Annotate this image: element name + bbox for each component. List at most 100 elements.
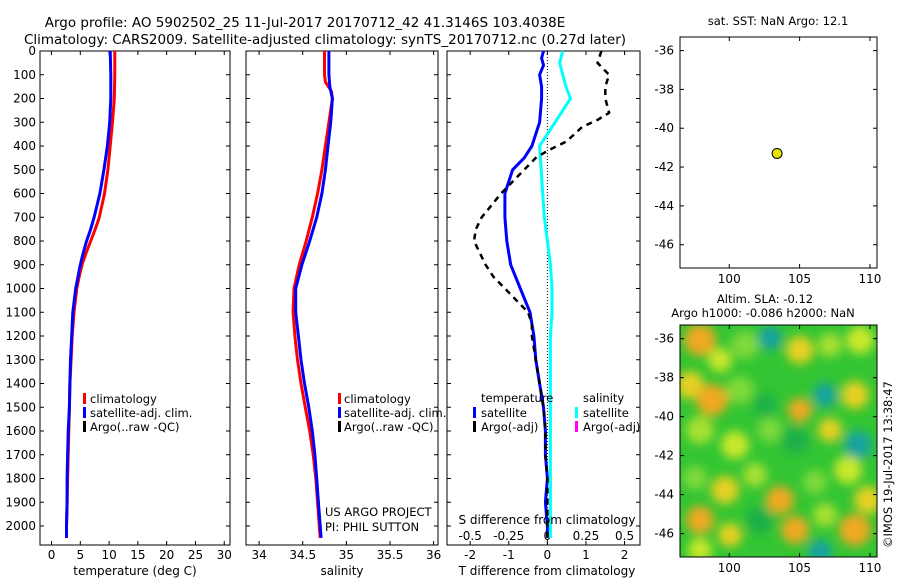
sla-blob [841, 381, 869, 409]
x-tick-label: 35 [339, 548, 354, 562]
legend-swatch-t-satellite [473, 407, 476, 418]
series-line-satellite-temperature [503, 50, 549, 538]
y-tick-label: 800 [13, 234, 36, 248]
y-tick-label: 700 [13, 210, 36, 224]
legend-label-s-satellite: satellite [583, 406, 629, 420]
temperature-panel: 0100200300400500600700800900100011001200… [5, 44, 231, 562]
sla-blob [746, 506, 774, 534]
sla-blob [731, 331, 759, 359]
sla-map-frame [679, 324, 878, 558]
sla-blob [844, 431, 872, 459]
legend-heading-temperature: temperature [481, 391, 553, 405]
x-tick-label: 30 [217, 548, 232, 562]
sla-blob [834, 456, 862, 484]
plot-frame [446, 50, 641, 546]
y-tick-label: 1200 [5, 329, 36, 343]
sla-blob [839, 514, 871, 546]
argo-position-marker [771, 147, 783, 159]
legend-label-argo: Argo(..raw -QC) [90, 420, 180, 434]
salinity-legend: climatology satellite-adj. clim. Argo(..… [338, 392, 446, 434]
temperature-legend: climatology satellite-adj. clim. Argo(..… [83, 392, 192, 434]
x-tick-label: 25 [188, 548, 203, 562]
difference-legend: temperature satellite Argo(-adj) salinit… [473, 391, 640, 434]
difference-panel: -2 -1 0 1 2-0.5 -0.25 0 0.25 0.5 [446, 50, 641, 562]
y-tick-label: 1900 [5, 495, 36, 509]
sla-panel-title-line2: Argo h1000: -0.086 h2000: NaN [671, 306, 855, 320]
sla-blob [846, 326, 874, 354]
legend-swatch-s-satellite [575, 407, 578, 418]
sla-blob [786, 336, 814, 364]
legend-label-climatology: climatology [90, 392, 157, 406]
map-y-tick-label: -42 [654, 160, 674, 174]
sla-blob [686, 506, 714, 534]
sla-blob [766, 486, 794, 514]
sla-blob [788, 398, 812, 422]
legend-swatch-argo [338, 421, 341, 432]
sla-blob [781, 426, 809, 454]
sla-blob [684, 325, 716, 356]
map-x-tick-label: 110 [859, 561, 882, 575]
sla-blob [683, 466, 707, 490]
salinity-xlabel: salinity [320, 564, 363, 578]
x-tick-label: 20 [159, 548, 174, 562]
legend-swatch-satellite [83, 407, 86, 418]
x-tick-label: 35.5 [377, 548, 404, 562]
y-tick-label: 900 [13, 258, 36, 272]
legend-swatch-climatology [338, 393, 341, 404]
y-tick-label: 300 [13, 115, 36, 129]
y-tick-label: 1100 [5, 305, 36, 319]
y-tick-label: 2000 [5, 519, 36, 533]
x-tick-label: -1 [503, 548, 515, 562]
salinity-difference-xlabel: S difference from climatology [459, 513, 636, 527]
project-annotation-line1: US ARGO PROJECT [325, 505, 433, 519]
y-tick-label: 1800 [5, 472, 36, 486]
sla-blob [808, 540, 832, 557]
y-tick-label: 1600 [5, 424, 36, 438]
sla-map-panel: -36 -38 -40 -42 -44 -46 100 105 110 [654, 324, 882, 575]
plot-frame [39, 50, 231, 546]
sla-blob [680, 371, 704, 399]
x-tick-label: 34.5 [289, 548, 316, 562]
y-tick-label: 1400 [5, 377, 36, 391]
sla-blob [818, 418, 842, 442]
y-tick-label: 1300 [5, 353, 36, 367]
map-x-tick-label: 105 [788, 561, 811, 575]
sla-blob [721, 431, 749, 459]
legend-label-satellite: satellite-adj. clim. [344, 406, 446, 420]
map-y-tick-label: -36 [654, 332, 674, 346]
sla-blob [854, 486, 877, 514]
legend-label-t-satellite: satellite [481, 406, 527, 420]
plot-frame [245, 50, 439, 546]
sla-blob [758, 326, 782, 350]
sla-panel-title-line1: Altim. SLA: -0.12 [717, 292, 813, 306]
sla-blob [688, 538, 712, 557]
map-y-tick-label: -38 [654, 371, 674, 385]
project-annotation-line2: PI: PHIL SUTTON [325, 520, 419, 534]
sla-blob [753, 393, 777, 417]
y-tick-label: 100 [13, 68, 36, 82]
sla-blob [726, 376, 754, 404]
y-tick-label: 1700 [5, 448, 36, 462]
y-tick-label: 1000 [5, 282, 36, 296]
series-line-satellite-adj-clim- [65, 50, 113, 538]
x-tick-label: 1 [582, 548, 590, 562]
sla-blob [818, 333, 842, 357]
x-tick-label: 2 [621, 548, 629, 562]
sla-blob [758, 418, 782, 442]
map-x-tick-label: 110 [859, 272, 882, 286]
legend-label-t-argo: Argo(-adj) [481, 420, 538, 434]
x-tick-label: -2 [464, 548, 476, 562]
y-tick-label: 400 [13, 139, 36, 153]
sla-blob [708, 348, 732, 372]
map-y-tick-label: -40 [654, 410, 674, 424]
y-tick-label: 500 [13, 163, 36, 177]
sla-blob [743, 463, 767, 487]
map-x-tick-label: 105 [788, 272, 811, 286]
y-tick-label: 1500 [5, 400, 36, 414]
map-y-tick-label: -38 [654, 82, 674, 96]
series-line-satellite-adj-clim- [294, 51, 334, 539]
legend-label-argo: Argo(..raw -QC) [344, 420, 434, 434]
x-tick-label: 0 [48, 548, 56, 562]
sla-field [680, 325, 877, 557]
legend-swatch-climatology [83, 393, 86, 404]
